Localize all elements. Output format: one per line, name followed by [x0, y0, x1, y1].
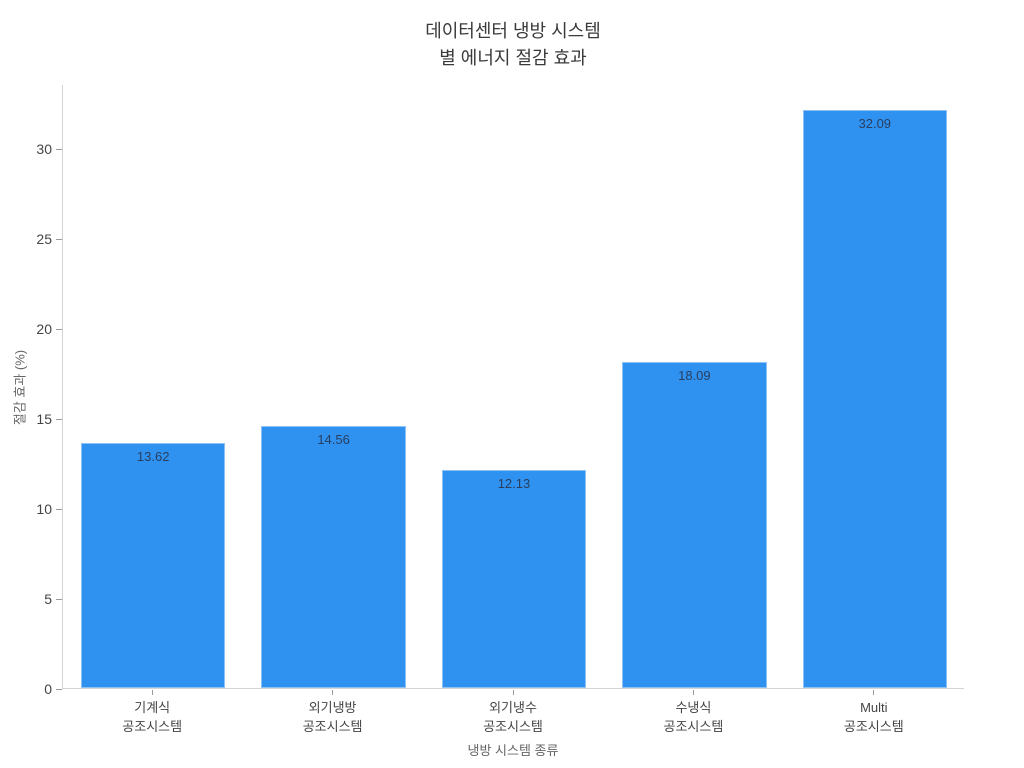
- bar-1[interactable]: 13.62: [81, 442, 226, 688]
- x-tick-label-line: 외기냉방: [308, 700, 357, 715]
- x-tick-mark: [151, 690, 153, 695]
- y-tick-mark: [56, 418, 62, 420]
- chart-title-line1: 데이터센터 냉방 시스템: [425, 21, 601, 41]
- bar-value-label: 13.62: [136, 448, 170, 464]
- bar-2[interactable]: 14.56: [261, 425, 406, 688]
- y-tick-label: 10: [36, 501, 52, 518]
- x-tick-mark: [692, 690, 694, 695]
- bar-5[interactable]: 32.09: [802, 110, 947, 688]
- x-tick-label-line: 공조시스템: [843, 719, 904, 734]
- x-tick-mark: [332, 690, 334, 695]
- x-tick-mark: [512, 690, 514, 695]
- y-tick-mark: [56, 508, 62, 510]
- chart-title: 데이터센터 냉방 시스템 별 에너지 절감 효과: [62, 18, 964, 72]
- y-tick-mark: [56, 148, 62, 150]
- plot-area: 13.62 14.56 12.13 18.09 32.09: [62, 85, 964, 689]
- y-tick-label: 15: [36, 411, 52, 428]
- y-tick-label: 5: [44, 591, 52, 607]
- x-tick-label: Multi 공조시스템: [784, 698, 964, 736]
- x-tick-label-line: Multi: [860, 700, 888, 715]
- x-tick-label-line: 공조시스템: [663, 719, 724, 734]
- x-tick-label-line: 수냉식: [675, 700, 712, 715]
- x-tick-mark: [873, 690, 875, 695]
- y-tick-label: 0: [44, 681, 52, 697]
- y-tick-mark: [56, 238, 62, 240]
- x-tick-label-line: 기계식: [134, 700, 171, 715]
- y-tick-mark: [56, 688, 62, 690]
- x-tick-label-line: 공조시스템: [483, 719, 543, 734]
- y-tick-mark: [56, 328, 62, 330]
- x-tick-label-line: 공조시스템: [122, 719, 183, 734]
- x-tick-label-line: 외기냉수: [489, 700, 537, 715]
- x-axis-title: 냉방 시스템 종류: [467, 743, 559, 758]
- y-tick-label: 25: [36, 231, 52, 248]
- chart-title-line2: 별 에너지 절감 효과: [439, 48, 587, 68]
- x-tick-label-line: 공조시스템: [302, 719, 363, 734]
- y-tick-label: 20: [36, 321, 52, 338]
- y-tick-mark: [56, 598, 62, 600]
- y-tick-label: 30: [36, 141, 52, 158]
- bar-value-label: 12.13: [497, 475, 531, 491]
- bar-value-label: 32.09: [858, 116, 892, 132]
- bar-4[interactable]: 18.09: [622, 362, 767, 688]
- bar-value-label: 14.56: [317, 431, 350, 447]
- bar-value-label: 18.09: [678, 368, 711, 384]
- bar-3[interactable]: 12.13: [441, 469, 587, 688]
